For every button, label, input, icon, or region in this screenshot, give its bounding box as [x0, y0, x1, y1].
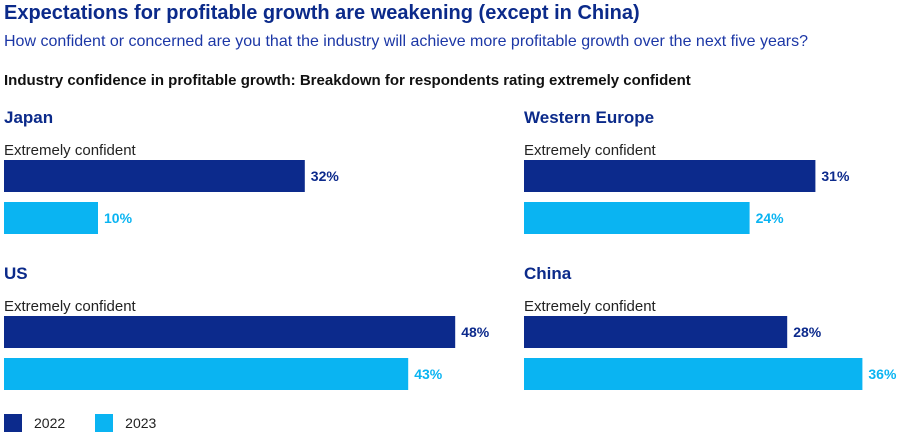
bar-japan-2022	[4, 160, 305, 192]
data-label-china-2023: 36%	[868, 366, 897, 382]
legend-label-2023: 2023	[125, 415, 157, 431]
legend-swatch-2023	[95, 414, 114, 432]
chart-subtitle: How confident or concerned are you that …	[4, 33, 808, 50]
legend-label-2022: 2022	[34, 415, 66, 431]
legend-item-2023: 2023	[95, 414, 156, 432]
section-title: Industry confidence in profitable growth…	[4, 72, 691, 89]
data-label-us-2022: 48%	[461, 324, 490, 340]
chart-title: Expectations for profitable growth are w…	[4, 2, 640, 24]
category-label-japan: Extremely confident	[4, 142, 137, 159]
category-label-us: Extremely confident	[4, 298, 137, 315]
category-label-china: Extremely confident	[524, 298, 657, 315]
data-label-us-2023: 43%	[414, 366, 443, 382]
bar-us-2022	[4, 316, 456, 348]
bar-china-2023	[524, 358, 863, 390]
bar-china-2022	[524, 316, 788, 348]
bar-japan-2023	[4, 202, 98, 234]
category-label-western-europe: Extremely confident	[524, 142, 657, 159]
region-title-japan: Japan	[4, 108, 53, 127]
legend: 2022 2023	[4, 414, 186, 432]
region-title-china: China	[524, 264, 572, 283]
region-title-us: US	[4, 264, 28, 283]
bar-us-2023	[4, 358, 409, 390]
legend-item-2022: 2022	[4, 414, 65, 432]
data-label-japan-2023: 10%	[104, 210, 133, 226]
legend-swatch-2022	[4, 414, 22, 432]
data-label-japan-2022: 32%	[311, 168, 340, 184]
bar-western-europe-2022	[524, 160, 816, 192]
data-label-western-europe-2022: 31%	[821, 168, 850, 184]
data-label-western-europe-2023: 24%	[756, 210, 785, 226]
bar-western-europe-2023	[524, 202, 750, 234]
region-title-western-europe: Western Europe	[524, 108, 654, 127]
data-label-china-2022: 28%	[793, 324, 822, 340]
